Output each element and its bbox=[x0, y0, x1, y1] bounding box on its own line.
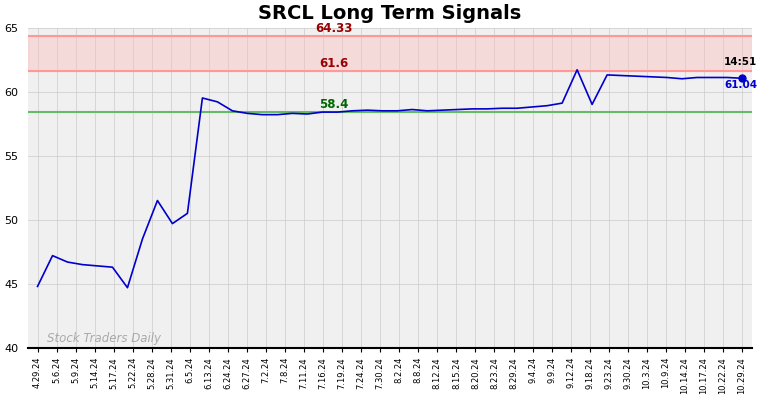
Text: 61.04: 61.04 bbox=[724, 80, 757, 90]
Text: Stock Traders Daily: Stock Traders Daily bbox=[47, 332, 161, 345]
Bar bbox=[28, 36, 752, 71]
Point bbox=[735, 75, 748, 82]
Text: 58.4: 58.4 bbox=[320, 98, 349, 111]
Text: 14:51: 14:51 bbox=[724, 57, 757, 67]
Title: SRCL Long Term Signals: SRCL Long Term Signals bbox=[258, 4, 521, 23]
Text: 64.33: 64.33 bbox=[315, 21, 353, 35]
Text: 61.6: 61.6 bbox=[320, 57, 349, 70]
